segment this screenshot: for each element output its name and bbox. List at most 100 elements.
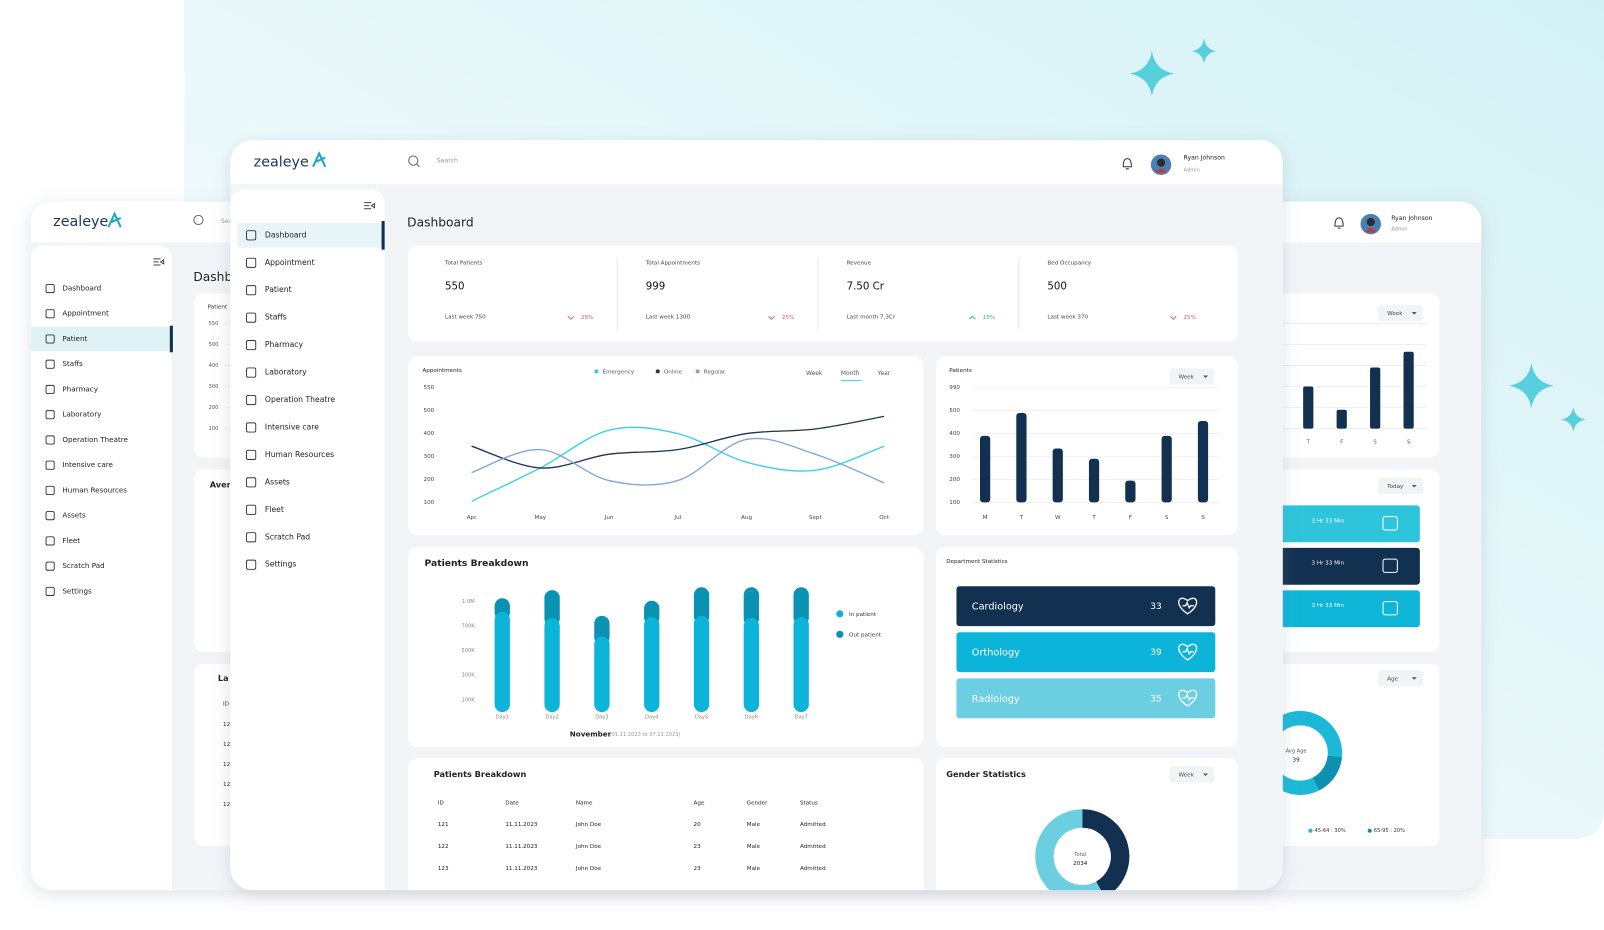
stat-value: 500 [1047, 281, 1067, 292]
menu-item[interactable]: Fleet [62, 536, 80, 545]
stat-change: 25% [1183, 315, 1196, 321]
menu-icon [45, 460, 55, 470]
menu-icon [246, 257, 257, 268]
user-name: Ryan Johnson [1391, 215, 1432, 222]
avg-age: 39 [1293, 758, 1301, 764]
sidebar [230, 189, 385, 891]
menu-item[interactable]: Patient [265, 285, 292, 294]
department-row[interactable] [956, 632, 1216, 673]
tab[interactable]: Month [841, 370, 860, 377]
table-cell: John Doe [575, 822, 602, 828]
sidebar [30, 245, 172, 891]
avatar-body [1364, 228, 1377, 233]
menu-icon [246, 285, 257, 296]
table-header: Gender [747, 801, 768, 807]
menu-item[interactable]: Patient [62, 334, 87, 343]
search-icon[interactable] [408, 155, 419, 166]
tab[interactable]: Week [806, 370, 823, 377]
menu-item[interactable]: Human Resources [62, 485, 127, 494]
menu-item[interactable]: Assets [62, 511, 86, 520]
bar-segment [693, 587, 710, 625]
menu-item[interactable]: Operation Theatre [265, 395, 335, 404]
dropdown[interactable] [1377, 477, 1423, 495]
table-cell: 12 [223, 742, 230, 748]
legend-dot [836, 610, 844, 618]
menu-item[interactable]: Settings [265, 560, 296, 569]
row-icon [1382, 601, 1398, 616]
collapse-icon [364, 202, 375, 210]
donut-label: Total [1073, 852, 1086, 858]
bell-icon [1122, 158, 1132, 170]
main-content: zealeye Search Ryan Johnson Admin Dashboard A… [230, 140, 1283, 891]
menu-icon [246, 367, 257, 378]
card [408, 547, 924, 747]
menu-item[interactable]: Intensive care [62, 460, 113, 469]
x-tick-label: S [1374, 439, 1377, 445]
department-value: 39 [1150, 647, 1162, 658]
dropdown[interactable] [1169, 766, 1215, 783]
menu-item[interactable]: Dashboard [265, 230, 307, 239]
menu-item[interactable]: Staffs [265, 313, 287, 322]
avatar-body [1154, 168, 1168, 173]
dropdown[interactable] [1169, 368, 1215, 385]
department-name: Orthology [972, 648, 1020, 659]
trend-arrow [1169, 315, 1177, 320]
menu-item[interactable]: Intensive care [265, 422, 319, 431]
legend-dot [594, 369, 599, 374]
x-tick-label: Jul [673, 515, 681, 521]
tab[interactable]: Year [877, 370, 891, 377]
menu-item[interactable]: Appointment [265, 258, 315, 267]
chart-title: Patients Breakdown [425, 558, 529, 569]
menu-icon [246, 312, 257, 323]
bar [1052, 448, 1063, 503]
menu-item[interactable]: Pharmacy [265, 340, 304, 349]
y-tick-label: 200 [949, 477, 960, 483]
menu-item[interactable]: Laboratory [62, 410, 102, 419]
menu-item[interactable]: Operation Theatre [62, 435, 128, 444]
legend-dot [655, 369, 660, 374]
menu-item[interactable]: Assets [265, 477, 290, 486]
menu-item[interactable]: Staffs [62, 359, 83, 368]
table-title: Patients Breakdown [434, 769, 527, 779]
x-tick-label: T [1091, 515, 1096, 521]
bar-segment [594, 636, 610, 713]
menu-item[interactable]: Settings [62, 586, 92, 595]
menu-item[interactable]: Scratch Pad [265, 532, 310, 541]
table-cell: Male [747, 844, 761, 850]
department-row[interactable] [956, 586, 1216, 627]
table-cell: 12 [223, 782, 230, 788]
donut-segment [1081, 809, 1130, 891]
caret [1203, 773, 1209, 777]
bar-segment [594, 615, 610, 645]
menu-item[interactable]: Scratch Pad [62, 561, 104, 570]
dropdown-label: Week [1387, 311, 1403, 317]
menu-item[interactable]: Fleet [265, 505, 284, 514]
x-tick-label: S [1201, 515, 1205, 521]
table-cell: Admitted [800, 822, 826, 828]
menu-item[interactable]: Pharmacy [62, 384, 98, 393]
stat-value: 999 [646, 281, 666, 292]
menu-item[interactable]: Dashboard [62, 284, 101, 293]
department-row[interactable] [956, 678, 1216, 719]
y-tick-label: 500 [949, 408, 960, 414]
sparkle [1561, 407, 1586, 432]
dropdown[interactable] [1377, 304, 1423, 322]
y-tick-label: 500K [462, 648, 476, 654]
table-header: Status [800, 801, 818, 807]
trend-arrow [768, 315, 776, 320]
menu-item[interactable]: Appointment [62, 309, 109, 318]
y-tick-label: 1.0M [462, 599, 475, 605]
menu-item[interactable]: Human Resources [265, 450, 334, 459]
menu-icon [45, 283, 55, 294]
y-tick-label: 300 [424, 454, 435, 460]
x-tick-label: F [1129, 515, 1132, 521]
stat-label: Revenue [847, 260, 872, 266]
dropdown[interactable] [1377, 670, 1423, 687]
line-series [471, 437, 885, 486]
search-placeholder[interactable]: Search [437, 158, 458, 165]
page-title: Dashboard [407, 216, 474, 230]
menu-item[interactable]: Laboratory [265, 368, 307, 377]
menu-icon [246, 532, 257, 543]
duration-row [1268, 505, 1420, 543]
